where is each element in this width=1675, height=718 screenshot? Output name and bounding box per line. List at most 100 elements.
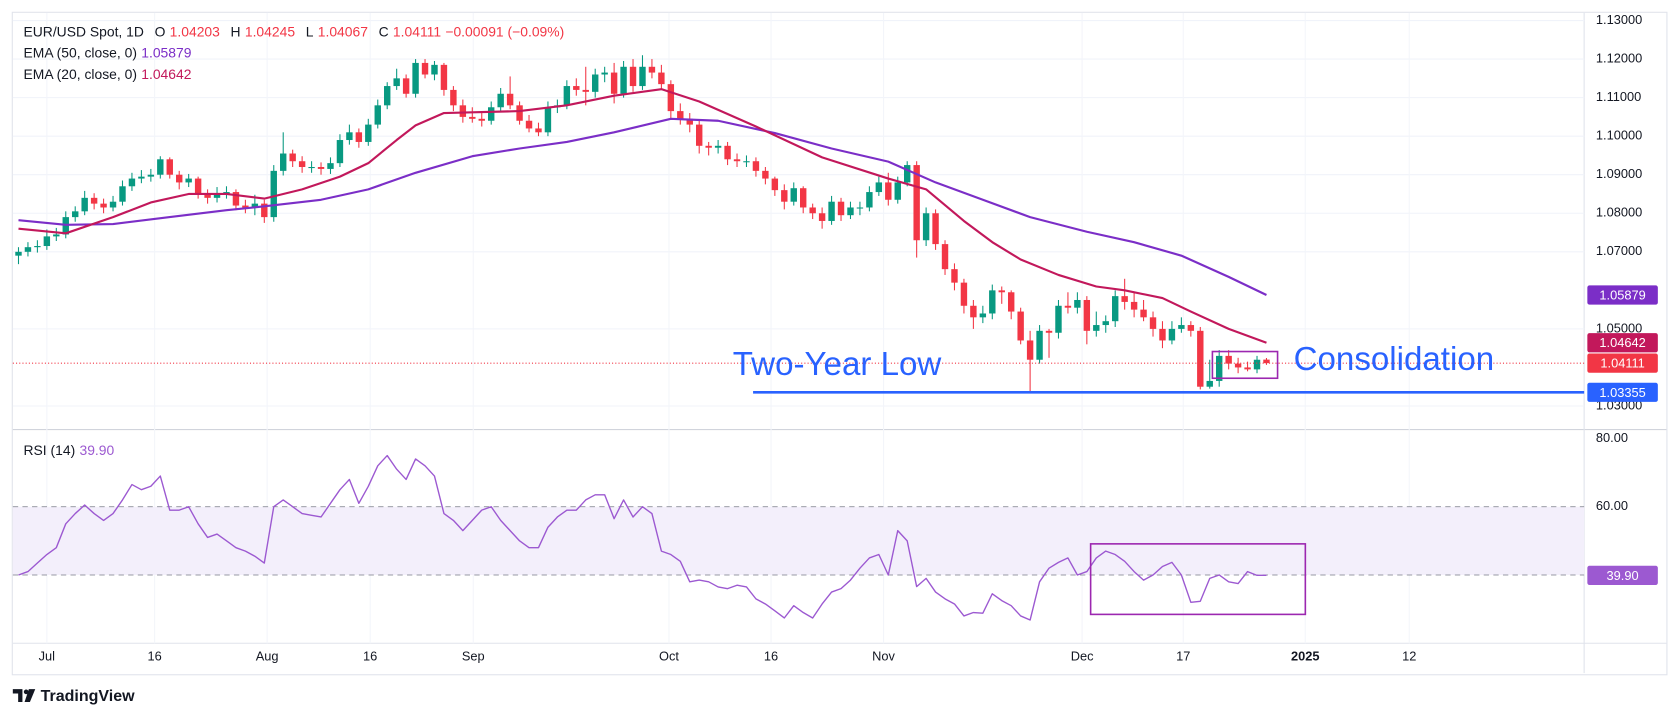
candle-body xyxy=(1178,325,1185,329)
candle-body xyxy=(1253,359,1261,370)
x-tick-label: 2025 xyxy=(1291,649,1320,664)
candle-body xyxy=(34,246,41,248)
brand-logo xyxy=(12,689,36,703)
candle-body xyxy=(1093,325,1100,331)
candle-body xyxy=(1036,330,1043,360)
scale-tag-label: 1.04111 xyxy=(1600,356,1644,371)
candle-body xyxy=(1263,359,1270,364)
candle-body xyxy=(1111,296,1119,322)
brand: TradingView xyxy=(41,687,136,705)
logo-mark xyxy=(24,689,36,703)
candle-body xyxy=(1026,340,1034,360)
plot: Two-Year Low Consolidation xyxy=(12,55,1585,621)
y-tick-label: 1.12000 xyxy=(1596,50,1642,65)
candle-body xyxy=(922,213,930,241)
candle-body xyxy=(875,182,883,193)
candle-body xyxy=(336,140,344,164)
candle-body xyxy=(1215,355,1223,381)
candle-body xyxy=(573,86,580,90)
candle-body xyxy=(327,163,334,169)
candle-body xyxy=(478,118,485,121)
candle-body xyxy=(1234,363,1242,368)
candle-body xyxy=(185,178,192,183)
candle-body xyxy=(648,66,656,73)
candle-body xyxy=(365,124,372,142)
candle-body xyxy=(393,78,400,87)
candle-body xyxy=(232,192,240,206)
candle-body xyxy=(837,201,845,216)
candle-body xyxy=(346,132,353,141)
candle-body xyxy=(601,72,608,75)
rsi-band xyxy=(12,506,1585,575)
change-value: −0.00091 (−0.09%) xyxy=(445,23,565,40)
candle-body xyxy=(242,205,249,208)
y-tick-label: 1.13000 xyxy=(1596,12,1642,27)
y-tick-label: 60.00 xyxy=(1596,498,1628,513)
scale-tag-label: 1.04642 xyxy=(1599,335,1645,350)
scale-tag-label: 39.90 xyxy=(1607,568,1639,583)
candle-body xyxy=(686,118,693,125)
x-tick-label: Nov xyxy=(872,649,895,664)
candle-body xyxy=(431,64,438,75)
x-tick-label: 12 xyxy=(1402,649,1416,664)
candle-body xyxy=(752,161,760,171)
candle-body xyxy=(402,78,410,94)
scale-tag xyxy=(1587,565,1658,585)
grid: 1.030001.050001.070001.080001.090001.100… xyxy=(12,12,1642,664)
ohlc-key: L xyxy=(305,23,314,40)
legend-value: 1.05879 xyxy=(141,44,192,61)
candle-body xyxy=(308,167,315,169)
candle-body xyxy=(213,193,221,198)
candle-body xyxy=(81,197,88,212)
line-series xyxy=(18,454,1267,621)
legend-value: 1.04642 xyxy=(141,66,192,83)
annotation: Consolidation xyxy=(1294,341,1495,378)
candle-body xyxy=(894,182,901,200)
candle-body xyxy=(1244,367,1251,370)
x-tick-label: Jul xyxy=(39,649,55,664)
x-tick-label: Sep xyxy=(462,649,485,664)
candle-body xyxy=(166,159,173,175)
candle-body xyxy=(128,178,136,187)
candle-body xyxy=(639,66,646,87)
candle-body xyxy=(516,105,523,121)
x-tick-label: 17 xyxy=(1176,649,1190,664)
candle-body xyxy=(497,93,504,108)
legend-value: 39.90 xyxy=(79,442,115,459)
candle-body xyxy=(1149,317,1157,329)
candle-body xyxy=(696,124,703,146)
candle-body xyxy=(280,153,287,171)
candle-body xyxy=(1074,299,1081,308)
consolidation-box xyxy=(1211,350,1279,380)
candle-body xyxy=(629,66,637,87)
candle-body xyxy=(535,128,542,133)
candle-body xyxy=(1140,309,1147,318)
candle-body xyxy=(109,201,117,208)
candle-body xyxy=(856,207,864,209)
candle-body xyxy=(714,145,722,148)
annotation: Two-Year Low xyxy=(733,346,942,383)
ohlc-value: 1.04067 xyxy=(317,23,368,40)
candle-body xyxy=(1017,311,1024,341)
candle-body xyxy=(771,178,779,191)
candle-body xyxy=(809,207,816,214)
x-tick-label: 16 xyxy=(363,649,377,664)
candle-body xyxy=(544,107,552,133)
line-series xyxy=(18,117,1267,296)
candle-body xyxy=(1007,292,1015,312)
candle-body xyxy=(1055,305,1062,333)
candle-body xyxy=(100,203,107,208)
candle-body xyxy=(913,165,920,241)
x-tick-label: Aug xyxy=(256,649,279,664)
ohlc-value: 1.04203 xyxy=(169,23,220,40)
candle-body xyxy=(1206,380,1213,387)
candle-body xyxy=(506,93,514,106)
candle-body xyxy=(440,64,448,90)
y-tick-label: 80.00 xyxy=(1596,430,1628,445)
candle-body xyxy=(525,120,533,129)
candle-body xyxy=(658,72,665,85)
symbol-title: EUR/USD Spot, 1D xyxy=(23,23,144,40)
legend-row: EUR/USD Spot, 1D O 1.04203 H 1.04245 L 1.04067… xyxy=(24,21,569,42)
candle-body xyxy=(270,170,277,218)
candle-body xyxy=(563,86,571,106)
